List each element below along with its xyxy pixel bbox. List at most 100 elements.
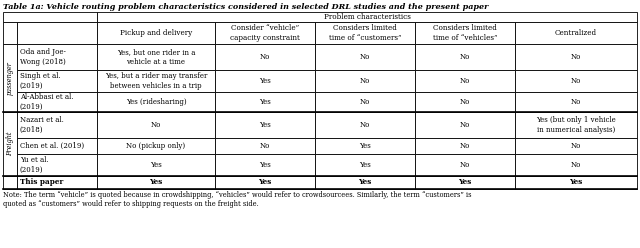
Bar [97,154,215,176]
Text: Yes: Yes [259,77,271,85]
Bar [415,112,515,138]
Text: Note: The term “vehicle” is quoted because in crowdshipping, “vehicles” would re: Note: The term “vehicle” is quoted becau… [3,191,472,208]
Bar [97,176,215,189]
Text: No: No [460,53,470,61]
Text: Al-Abbasi et al.
(2019): Al-Abbasi et al. (2019) [20,93,74,111]
Bar [215,154,315,176]
Bar [315,22,415,44]
Bar [415,70,515,92]
Text: Singh et al.
(2019): Singh et al. (2019) [20,72,61,90]
Bar [215,70,315,92]
Bar [515,112,637,138]
Bar [17,138,97,154]
Bar [515,176,637,189]
Text: No: No [360,77,370,85]
Bar [17,112,97,138]
Text: No: No [571,77,581,85]
Bar [315,70,415,92]
Bar [515,44,637,70]
Bar [415,154,515,176]
Text: No: No [571,142,581,150]
Text: No: No [460,142,470,150]
Text: Considers limited
time of “customers”: Considers limited time of “customers” [329,24,401,42]
Bar [17,44,97,70]
Text: No: No [571,98,581,106]
Text: Yu et al.
(2019): Yu et al. (2019) [20,156,49,174]
Text: Pickup and delivery: Pickup and delivery [120,29,192,37]
Text: No: No [571,53,581,61]
Text: Yes: Yes [359,161,371,169]
Text: No: No [360,121,370,129]
Text: No: No [360,98,370,106]
Bar [315,154,415,176]
Text: Yes: Yes [458,179,472,186]
Bar [17,22,97,44]
Bar [97,112,215,138]
Text: Yes, but one rider in a
vehicle at a time: Yes, but one rider in a vehicle at a tim… [116,48,195,66]
Text: Yes (but only 1 vehicle
in numerical analysis): Yes (but only 1 vehicle in numerical ana… [536,116,616,134]
Bar [315,92,415,112]
Bar [17,92,97,112]
Bar [515,138,637,154]
Text: Centralized: Centralized [555,29,597,37]
Bar [17,154,97,176]
Bar [215,112,315,138]
Text: Problem characteristics: Problem characteristics [324,13,410,21]
Text: Yes: Yes [259,121,271,129]
Text: Yes (ridesharing): Yes (ridesharing) [125,98,186,106]
Bar [515,154,637,176]
Bar [515,70,637,92]
Bar [3,44,17,112]
Text: No: No [360,53,370,61]
Text: Yes: Yes [358,179,372,186]
Bar [97,138,215,154]
Text: Table 1a: Vehicle routing problem characteristics considered in selected DRL stu: Table 1a: Vehicle routing problem charac… [3,3,488,11]
Text: Yes: Yes [259,179,271,186]
Text: No: No [460,161,470,169]
Bar [315,138,415,154]
Text: Oda and Joe-
Wong (2018): Oda and Joe- Wong (2018) [20,48,66,66]
Bar [215,22,315,44]
Bar [17,70,97,92]
Bar [215,44,315,70]
Text: Freight: Freight [6,132,14,156]
Text: No: No [151,121,161,129]
Text: Yes, but a rider may transfer
between vehicles in a trip: Yes, but a rider may transfer between ve… [105,72,207,90]
Text: passenger: passenger [6,61,14,95]
Bar [97,12,637,22]
Text: No: No [260,53,270,61]
Bar [97,70,215,92]
Bar [415,176,515,189]
Bar [3,112,17,176]
Bar [215,138,315,154]
Text: No: No [460,121,470,129]
Text: Yes: Yes [259,161,271,169]
Bar [415,44,515,70]
Bar [415,138,515,154]
Text: Considers limited
time of “vehicles”: Considers limited time of “vehicles” [433,24,497,42]
Text: No (pickup only): No (pickup only) [127,142,186,150]
Bar [215,92,315,112]
Bar [315,112,415,138]
Bar [515,92,637,112]
Text: No: No [460,77,470,85]
Bar [315,176,415,189]
Bar [97,22,215,44]
Text: Yes: Yes [359,142,371,150]
Text: This paper: This paper [20,179,63,186]
Text: No: No [460,98,470,106]
Bar [215,176,315,189]
Bar [3,22,17,44]
Bar [97,92,215,112]
Text: Yes: Yes [149,179,163,186]
Bar [3,12,97,22]
Bar [3,176,17,189]
Text: No: No [260,142,270,150]
Bar [515,22,637,44]
Text: Consider “vehicle”
capacity constraint: Consider “vehicle” capacity constraint [230,24,300,42]
Text: Yes: Yes [570,179,582,186]
Bar [415,92,515,112]
Bar [97,44,215,70]
Text: Chen et al. (2019): Chen et al. (2019) [20,142,84,150]
Text: Yes: Yes [259,98,271,106]
